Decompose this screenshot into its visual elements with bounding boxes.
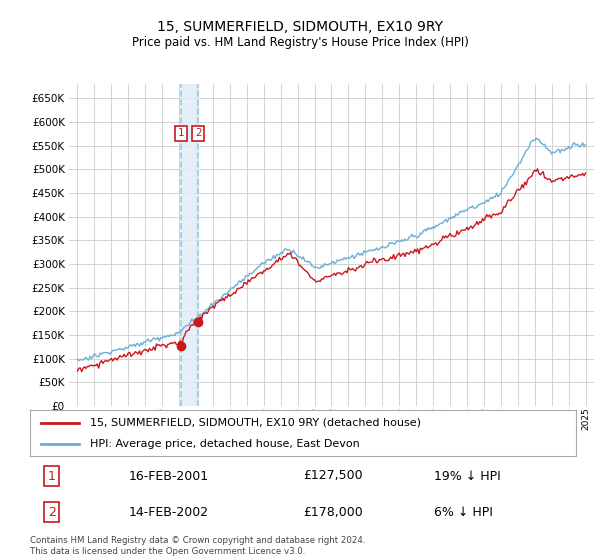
Text: £127,500: £127,500: [303, 469, 362, 483]
Text: 14-FEB-2002: 14-FEB-2002: [128, 506, 208, 519]
Text: 2: 2: [195, 128, 202, 138]
Text: 19% ↓ HPI: 19% ↓ HPI: [434, 469, 501, 483]
Text: Price paid vs. HM Land Registry's House Price Index (HPI): Price paid vs. HM Land Registry's House …: [131, 36, 469, 49]
Text: 15, SUMMERFIELD, SIDMOUTH, EX10 9RY (detached house): 15, SUMMERFIELD, SIDMOUTH, EX10 9RY (det…: [90, 418, 421, 428]
Text: 1: 1: [178, 128, 185, 138]
Text: 6% ↓ HPI: 6% ↓ HPI: [434, 506, 493, 519]
Text: Contains HM Land Registry data © Crown copyright and database right 2024.
This d: Contains HM Land Registry data © Crown c…: [30, 536, 365, 556]
Text: HPI: Average price, detached house, East Devon: HPI: Average price, detached house, East…: [90, 439, 360, 449]
Bar: [181, 84, 198, 406]
Text: 16-FEB-2001: 16-FEB-2001: [128, 469, 208, 483]
Text: 1: 1: [48, 469, 56, 483]
Text: 15, SUMMERFIELD, SIDMOUTH, EX10 9RY: 15, SUMMERFIELD, SIDMOUTH, EX10 9RY: [157, 20, 443, 34]
Text: £178,000: £178,000: [303, 506, 363, 519]
Text: 2: 2: [48, 506, 56, 519]
